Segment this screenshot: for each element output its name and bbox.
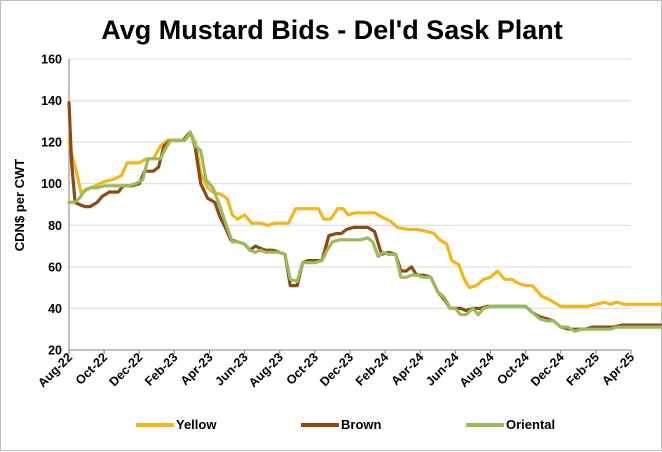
x-tick-label: Feb-25 — [564, 350, 602, 388]
x-tick-label: Oct-24 — [494, 350, 531, 387]
x-tick-label: Apr-25 — [599, 350, 637, 388]
x-tick-labels: Aug-22Oct-22Dec-22Feb-23Apr-23Jun-23Aug-… — [35, 350, 637, 390]
y-axis-title: CDN$ per CWT — [12, 159, 27, 252]
y-tick-label: 80 — [48, 219, 62, 233]
x-tick-label: Apr-23 — [178, 350, 216, 388]
x-tick-label: Dec-23 — [317, 350, 356, 389]
gridlines — [69, 58, 631, 309]
series-lines — [67, 101, 662, 333]
x-tick-label: Oct-23 — [284, 350, 321, 387]
x-tick-label: Dec-24 — [528, 350, 567, 389]
x-tick-label: Dec-22 — [106, 350, 145, 389]
y-tick-label: 120 — [41, 136, 62, 150]
y-tick-label: 40 — [48, 302, 62, 316]
series-line-brown — [67, 101, 662, 331]
x-tick-label: Aug-23 — [246, 350, 286, 390]
x-tick-label: Oct-22 — [73, 350, 110, 387]
series-line-oriental — [67, 130, 662, 333]
x-tick-label: Jun-23 — [212, 350, 250, 388]
axes — [68, 59, 631, 351]
legend-label-oriental: Oriental — [506, 417, 555, 432]
y-tick-label: 100 — [41, 177, 62, 191]
chart-title: Avg Mustard Bids - Del'd Sask Plant — [101, 15, 563, 45]
legend: Yellow Brown Oriental — [136, 417, 555, 432]
x-tick-label: Aug-24 — [457, 350, 497, 390]
y-tick-label: 160 — [41, 53, 62, 67]
y-tick-label: 140 — [41, 94, 62, 108]
x-tick-label: Apr-24 — [388, 350, 426, 388]
y-tick-label: 20 — [48, 344, 62, 358]
x-tick-label: Jun-24 — [423, 350, 461, 388]
legend-label-brown: Brown — [341, 417, 382, 432]
y-tick-labels: 20 40 60 80 100 120 140 160 — [41, 53, 62, 358]
x-tick-label: Feb-24 — [353, 350, 391, 388]
y-tick-label: 60 — [48, 260, 62, 274]
legend-label-yellow: Yellow — [176, 417, 217, 432]
x-tick-label: Feb-23 — [142, 350, 180, 388]
